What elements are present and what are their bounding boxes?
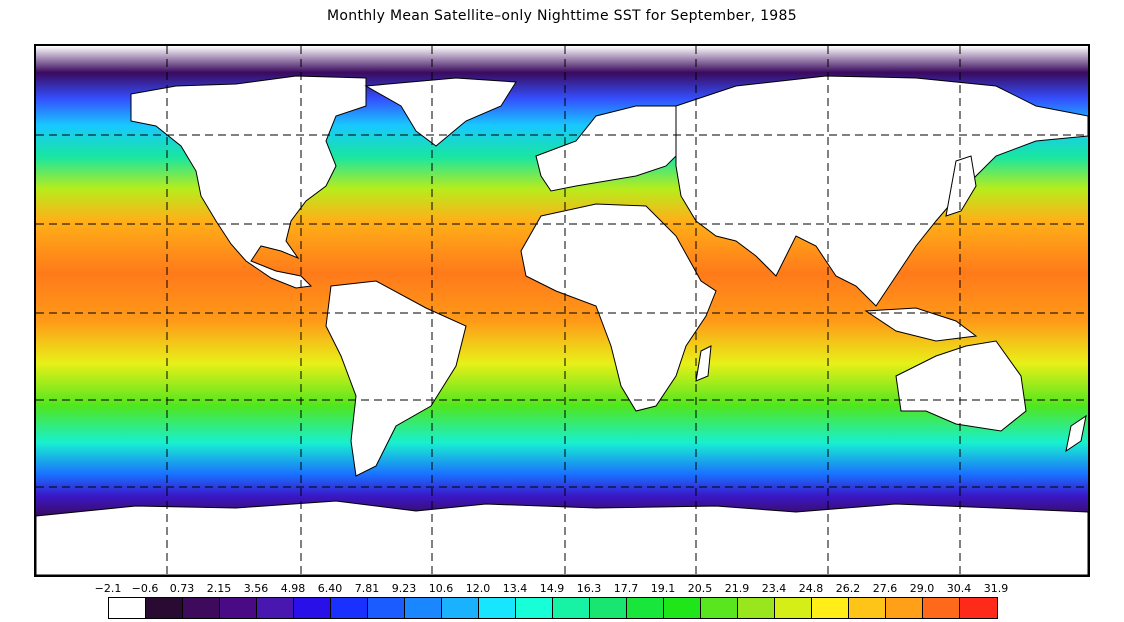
colorbar-swatch (701, 598, 738, 618)
europe-land (535, 105, 687, 192)
colorbar-tick-label: 4.98 (280, 582, 306, 595)
map-title: Monthly Mean Satellite–only Nighttime SS… (327, 8, 797, 24)
colorbar-tick-label: 21.9 (724, 582, 750, 595)
madagascar-land (695, 345, 712, 382)
colorbar-swatch (590, 598, 627, 618)
antarctica-land (36, 500, 1088, 575)
colorbar-swatch (257, 598, 294, 618)
colorbar-swatch (849, 598, 886, 618)
colorbar-tick-label: 24.8 (798, 582, 824, 595)
colorbar-tick-label: 19.1 (650, 582, 676, 595)
north-america-land (130, 75, 367, 289)
colorbar-swatch (109, 598, 146, 618)
colorbar-tick-label: −2.1 (94, 582, 122, 595)
graticule (36, 46, 1088, 575)
colorbar-tick-label: 6.40 (317, 582, 343, 595)
colorbar-tick-label: 13.4 (502, 582, 528, 595)
colorbar-swatch (405, 598, 442, 618)
colorbar-swatch (479, 598, 516, 618)
colorbar-tick-label: 23.4 (761, 582, 787, 595)
colorbar-tick-label: 29.0 (909, 582, 935, 595)
land-masses (36, 75, 1088, 575)
colorbar (108, 597, 998, 619)
new-zealand-land (1065, 414, 1087, 453)
colorbar-swatch (627, 598, 664, 618)
colorbar-tick-label: 9.23 (391, 582, 417, 595)
colorbar-swatch (553, 598, 590, 618)
colorbar-tick-labels: −2.1 −0.6 0.73 2.15 3.56 4.98 6.40 7.81 9.23 10.6… (92, 582, 1042, 596)
colorbar-swatch (368, 598, 405, 618)
colorbar-swatch (331, 598, 368, 618)
japan-land (945, 155, 977, 217)
colorbar-tick-label: 3.56 (243, 582, 269, 595)
colorbar-tick-label: 26.2 (835, 582, 861, 595)
colorbar-tick-label: 31.9 (983, 582, 1009, 595)
africa-land (520, 203, 717, 412)
asia-land (675, 75, 1088, 307)
indonesia-land (864, 307, 978, 342)
colorbar-swatch (294, 598, 331, 618)
colorbar-tick-label: 27.6 (872, 582, 898, 595)
colorbar-tick-label: 17.7 (613, 582, 639, 595)
colorbar-tick-label: 14.9 (539, 582, 565, 595)
colorbar-swatch (183, 598, 220, 618)
sst-map (34, 44, 1090, 577)
colorbar-tick-label: 16.3 (576, 582, 602, 595)
australia-land (895, 340, 1027, 432)
colorbar-swatch (220, 598, 257, 618)
colorbar-tick-label: −0.6 (131, 582, 159, 595)
colorbar-tick-label: 30.4 (946, 582, 972, 595)
colorbar-swatch (886, 598, 923, 618)
colorbar-swatch (775, 598, 812, 618)
colorbar-swatch (923, 598, 960, 618)
colorbar-tick-label: 10.6 (428, 582, 454, 595)
colorbar-swatch (442, 598, 479, 618)
south-america-land (325, 280, 467, 477)
sst-map-svg (36, 46, 1088, 575)
colorbar-swatch (664, 598, 701, 618)
colorbar-tick-label: 0.73 (169, 582, 195, 595)
colorbar-swatch (516, 598, 553, 618)
colorbar-tick-label: 12.0 (465, 582, 491, 595)
colorbar-tick-label: 20.5 (687, 582, 713, 595)
colorbar-swatch (812, 598, 849, 618)
colorbar-tick-label: 7.81 (354, 582, 380, 595)
colorbar-tick-label: 2.15 (206, 582, 232, 595)
colorbar-swatch (960, 598, 997, 618)
greenland-land (364, 77, 517, 147)
colorbar-swatch (738, 598, 775, 618)
colorbar-swatch (146, 598, 183, 618)
